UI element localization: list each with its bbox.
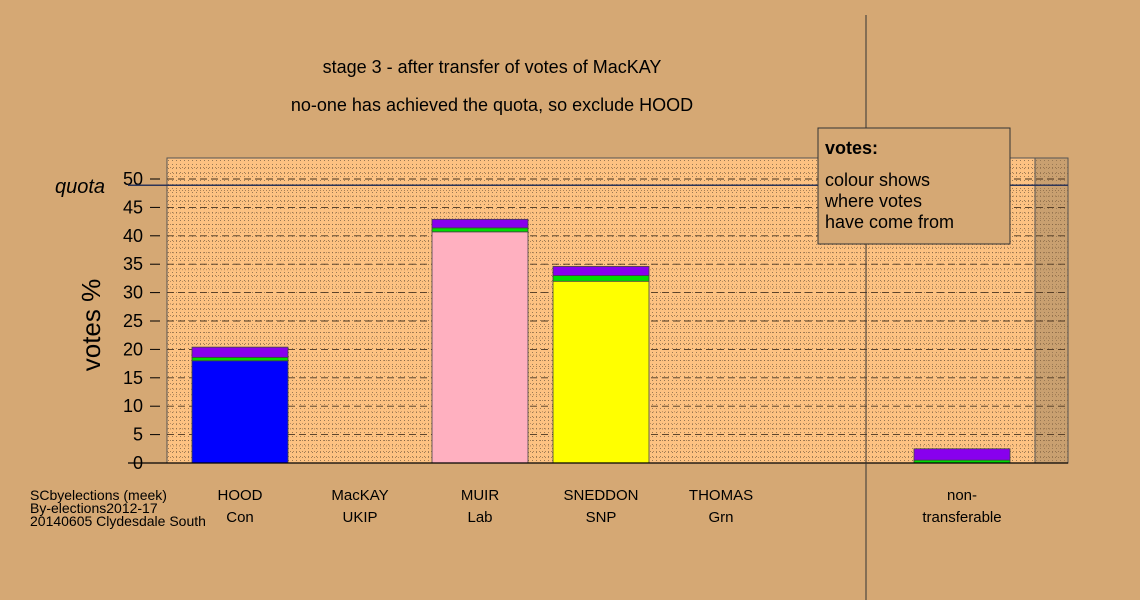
legend-line-3: have come from	[825, 212, 954, 232]
x-label-name: HOOD	[218, 487, 263, 504]
y-tick-label: 40	[123, 226, 143, 246]
footer: SCbyelections (meek) By-elections2012-17…	[30, 487, 206, 529]
x-label-party: transferable	[922, 509, 1001, 526]
y-tick-label: 20	[123, 339, 143, 359]
y-axis-label: votes %	[76, 279, 106, 372]
y-tick-label: 10	[123, 396, 143, 416]
x-label-name: MUIR	[461, 487, 499, 504]
y-tick-label: 50	[123, 169, 143, 189]
bar-sneddon-own	[552, 280, 650, 464]
footer-line-2: By-elections2012-17	[30, 500, 158, 516]
quota-label: quota	[55, 176, 105, 198]
bar-hood-own	[191, 360, 289, 464]
footer-line-1: SCbyelections (meek)	[30, 487, 167, 503]
bar-sneddon-from-UKIP	[552, 266, 650, 276]
bar-hood-from-UKIP	[191, 346, 289, 358]
bar-muir-own	[431, 231, 529, 464]
y-tick-label: 45	[123, 197, 143, 217]
chart-subtitle: no-one has achieved the quota, so exclud…	[291, 95, 693, 115]
legend-line-1: colour shows	[825, 170, 930, 190]
y-tick-label: 15	[123, 368, 143, 388]
legend-box	[817, 127, 1011, 245]
legend: votes: colour shows where votes have com…	[817, 127, 1011, 245]
x-label-party: Con	[226, 509, 254, 526]
y-tick-label: 30	[123, 283, 143, 303]
bar-non-from-UKIP	[913, 448, 1011, 461]
x-label-name: THOMAS	[689, 487, 753, 504]
x-label-party: SNP	[586, 509, 617, 526]
y-tick-label: 5	[133, 425, 143, 445]
legend-line-2: where votes	[824, 191, 922, 211]
y-tick-label: 25	[123, 311, 143, 331]
x-label-party: UKIP	[342, 509, 377, 526]
bar-hood-from-Grn	[191, 356, 289, 362]
chart-title: stage 3 - after transfer of votes of Mac…	[323, 57, 662, 77]
y-tick-label: 35	[123, 254, 143, 274]
bars	[191, 218, 1011, 464]
x-axis-labels: HOOD Con MacKAY UKIP MUIR Lab SNEDDON SNP THOMAS…	[218, 487, 1002, 526]
x-label-name: MacKAY	[331, 487, 388, 504]
x-label-party: Grn	[708, 509, 733, 526]
legend-title: votes:	[825, 138, 878, 158]
footer-line-3: 20140605 Clydesdale South	[30, 513, 206, 529]
bar-muir-from-Grn	[431, 227, 529, 233]
bar-sneddon-from-Grn	[552, 275, 650, 282]
x-label-name: non-	[947, 487, 977, 504]
x-label-party: Lab	[467, 509, 492, 526]
bar-muir-from-UKIP	[431, 218, 529, 229]
x-label-name: SNEDDON	[563, 487, 638, 504]
